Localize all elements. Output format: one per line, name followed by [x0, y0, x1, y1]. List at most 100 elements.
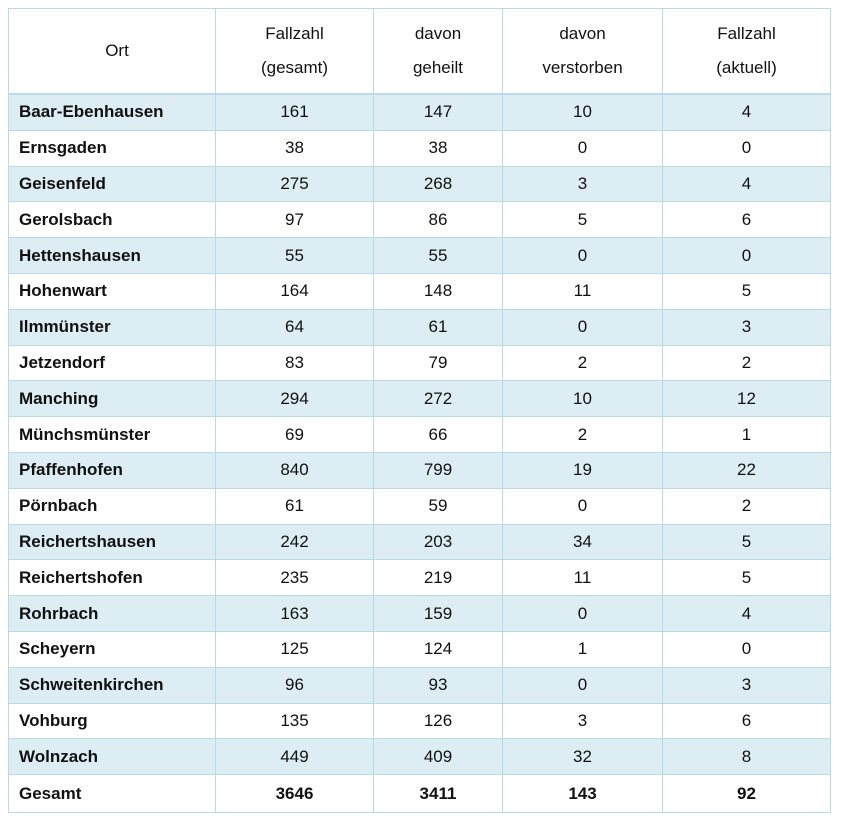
place-cell: Reichertshausen	[8, 523, 216, 561]
number-cell: 2	[502, 416, 663, 453]
number-cell: 97	[215, 201, 374, 239]
place-cell: Schweitenkirchen	[8, 666, 216, 704]
place-cell: Geisenfeld	[8, 165, 216, 203]
number-cell: 3	[662, 666, 831, 704]
number-cell: 163	[215, 595, 374, 632]
number-cell: 8	[662, 738, 831, 776]
table-body: Baar-Ebenhausen 161 147 10 4 Ernsgaden 38 38 0 0 G…	[8, 93, 831, 814]
number-cell: 12	[662, 380, 831, 418]
header-cell: davon geheilt	[373, 8, 503, 95]
header-text: verstorben	[542, 58, 623, 77]
number-cell: 22	[662, 451, 831, 489]
number-cell: 126	[373, 702, 503, 740]
number-cell: 3	[502, 702, 663, 740]
number-cell: 5	[662, 272, 831, 310]
number-cell: 86	[373, 201, 503, 239]
header-text: davon	[414, 24, 462, 43]
number-cell: 409	[373, 738, 503, 776]
number-cell: 294	[215, 380, 374, 418]
place-cell: Manching	[8, 380, 216, 418]
number-cell: 61	[373, 308, 503, 346]
number-cell: 93	[373, 666, 503, 704]
number-cell: 19	[502, 451, 663, 489]
place-cell: Jetzendorf	[8, 344, 216, 382]
number-cell: 92	[662, 774, 831, 814]
number-cell: 0	[502, 595, 663, 632]
number-cell: 235	[215, 559, 374, 597]
number-cell: 148	[373, 272, 503, 310]
place-cell: Reichertshofen	[8, 559, 216, 597]
table-row: Hohenwart 164 148 11 5	[8, 272, 831, 310]
table-row: Scheyern 125 124 1 0	[8, 630, 831, 668]
number-cell: 61	[215, 487, 374, 525]
number-cell: 449	[215, 738, 374, 776]
table-row: Jetzendorf 83 79 2 2	[8, 344, 831, 382]
place-cell: Pörnbach	[8, 487, 216, 525]
number-cell: 203	[373, 523, 503, 561]
total-row: Gesamt 3646 3411 143 92	[8, 774, 831, 814]
number-cell: 10	[502, 93, 663, 131]
number-cell: 164	[215, 272, 374, 310]
place-cell: Baar-Ebenhausen	[8, 93, 216, 131]
number-cell: 38	[373, 129, 503, 167]
number-cell: 3646	[215, 774, 374, 814]
number-cell: 0	[502, 129, 663, 167]
header-cell: davon verstorben	[502, 8, 663, 95]
number-cell: 272	[373, 380, 503, 418]
number-cell: 11	[502, 272, 663, 310]
table-row: Reichertshausen 242 203 34 5	[8, 523, 831, 561]
place-cell: Gerolsbach	[8, 201, 216, 239]
header-text: geheilt	[412, 58, 464, 77]
number-cell: 55	[373, 237, 503, 274]
number-cell: 4	[662, 165, 831, 203]
number-cell: 3	[502, 165, 663, 203]
header-row: Ort Fallzahl (gesamt) davon geheilt davon vers…	[8, 8, 831, 95]
number-cell: 0	[502, 487, 663, 525]
number-cell: 0	[502, 308, 663, 346]
number-cell: 242	[215, 523, 374, 561]
number-cell: 66	[373, 416, 503, 453]
place-cell: Wolnzach	[8, 738, 216, 776]
number-cell: 4	[662, 595, 831, 632]
number-cell: 135	[215, 702, 374, 740]
number-cell: 147	[373, 93, 503, 131]
place-cell: Rohrbach	[8, 595, 216, 632]
place-cell: Ilmmünster	[8, 308, 216, 346]
table-row: Rohrbach 163 159 0 4	[8, 595, 831, 632]
number-cell: 1	[502, 630, 663, 668]
header-text: (gesamt)	[260, 58, 329, 77]
number-cell: 11	[502, 559, 663, 597]
table-row: Reichertshofen 235 219 11 5	[8, 559, 831, 597]
header-text: Fallzahl	[717, 24, 776, 43]
place-cell: Vohburg	[8, 702, 216, 740]
number-cell: 2	[502, 344, 663, 382]
case-table: Ort Fallzahl (gesamt) davon geheilt davon vers…	[8, 8, 831, 814]
number-cell: 55	[215, 237, 374, 274]
table-row: Ernsgaden 38 38 0 0	[8, 129, 831, 167]
number-cell: 3411	[373, 774, 503, 814]
header-cell: Fallzahl (gesamt)	[215, 8, 374, 95]
number-cell: 159	[373, 595, 503, 632]
number-cell: 38	[215, 129, 374, 167]
table-row: Baar-Ebenhausen 161 147 10 4	[8, 93, 831, 131]
number-cell: 275	[215, 165, 374, 203]
place-cell: Hettenshausen	[8, 237, 216, 274]
header-text: (aktuell)	[716, 58, 777, 77]
number-cell: 840	[215, 451, 374, 489]
number-cell: 0	[502, 666, 663, 704]
table-row: Schweitenkirchen 96 93 0 3	[8, 666, 831, 704]
number-cell: 96	[215, 666, 374, 704]
table-row: Ilmmünster 64 61 0 3	[8, 308, 831, 346]
place-cell: Pfaffenhofen	[8, 451, 216, 489]
header-cell: Ort	[8, 8, 216, 95]
number-cell: 124	[373, 630, 503, 668]
place-cell: Hohenwart	[8, 272, 216, 310]
number-cell: 0	[502, 237, 663, 274]
number-cell: 10	[502, 380, 663, 418]
number-cell: 32	[502, 738, 663, 776]
number-cell: 69	[215, 416, 374, 453]
table-row: Hettenshausen 55 55 0 0	[8, 237, 831, 274]
number-cell: 5	[662, 523, 831, 561]
header-text: Ort	[105, 41, 129, 60]
number-cell: 219	[373, 559, 503, 597]
